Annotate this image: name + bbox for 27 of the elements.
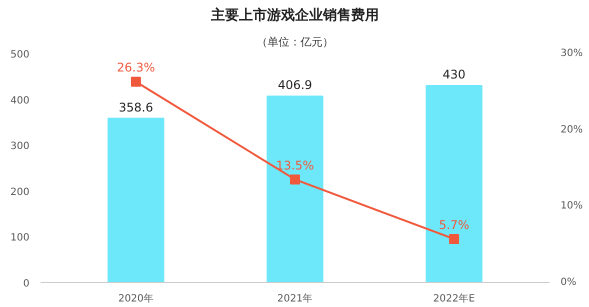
y-tick-label: 200 [10, 186, 30, 198]
y-tick-label: 500 [10, 50, 30, 60]
bar [266, 96, 324, 282]
y2-tick-label: 30% [560, 48, 583, 59]
y2-tick-label: 10% [560, 200, 583, 212]
chart-title: 主要上市游戏企业销售费用 [210, 6, 379, 24]
data-label: 13.5% [276, 158, 314, 172]
x-tick-label: 2020年 [118, 292, 154, 304]
bar [108, 118, 164, 282]
y-tick-label: 400 [10, 95, 30, 106]
point [130, 76, 141, 87]
y-tick-label: 100 [10, 232, 30, 244]
y2-tick-label: 0% [560, 277, 576, 288]
data-label: 358.6 [118, 100, 154, 114]
data-label: 430 [442, 68, 466, 82]
y-tick-label: 300 [10, 141, 30, 152]
x-tick-label: 2021年 [277, 292, 313, 304]
y2-tick-label: 20% [560, 124, 583, 136]
data-label: 26.3% [116, 60, 155, 75]
x-tick-label: 2022年E [433, 292, 475, 304]
data-label: 406.9 [278, 78, 312, 92]
y-tick-label: 0 [23, 278, 30, 290]
point [290, 174, 300, 184]
data-label: 5.7% [438, 218, 470, 232]
bar [426, 85, 482, 282]
chart-subtitle: （单位：亿元） [256, 36, 334, 48]
point [449, 234, 460, 244]
